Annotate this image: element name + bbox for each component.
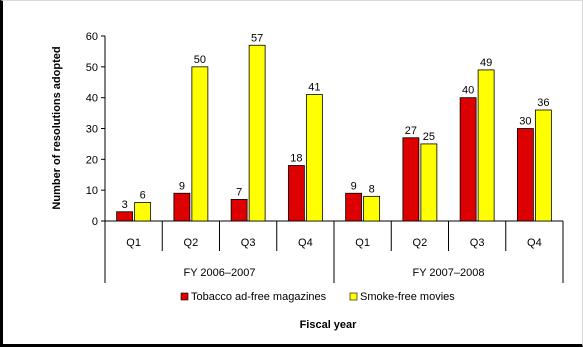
data-label-movies: 50 <box>194 54 206 66</box>
y-tick-label: 50 <box>86 62 98 74</box>
bar-magazines <box>459 97 477 222</box>
data-label-magazines: 30 <box>519 116 531 128</box>
x-tick-label: Q4 <box>527 237 542 249</box>
group-label: FY 2007–2008 <box>413 267 485 279</box>
x-tick-label: Q1 <box>126 237 141 249</box>
bar-magazines <box>402 137 420 222</box>
data-label-magazines: 9 <box>351 180 357 192</box>
bar-magazines <box>287 165 305 222</box>
x-tick-label: Q2 <box>184 237 199 249</box>
data-label-magazines: 3 <box>122 199 128 211</box>
bar-movies <box>420 143 438 222</box>
data-label-movies: 49 <box>480 57 492 69</box>
x-tick-label: Q3 <box>241 237 256 249</box>
legend: Tobacco ad-free magazines Smoke-free mov… <box>180 291 455 303</box>
bar-movies <box>305 94 323 222</box>
data-label-magazines: 7 <box>236 186 242 198</box>
y-tick-label: 30 <box>86 124 98 136</box>
data-label-movies: 6 <box>140 190 146 202</box>
bars <box>116 44 552 222</box>
data-label-movies: 57 <box>251 32 263 44</box>
bar-movies <box>191 66 209 222</box>
y-tick-label: 60 <box>86 31 98 43</box>
bar-movies <box>363 195 381 222</box>
y-tick-label: 40 <box>86 93 98 105</box>
x-axis-title: Fiscal year <box>300 319 358 331</box>
data-label-magazines: 27 <box>405 125 417 137</box>
data-label-magazines: 40 <box>462 85 474 97</box>
bar-magazines <box>516 128 534 222</box>
bar-movies <box>477 69 495 222</box>
y-axis-title: Number of resolutions adopted <box>51 46 63 209</box>
x-tick-label: Q4 <box>298 237 313 249</box>
data-label-movies: 8 <box>369 183 375 195</box>
bar-magazines <box>173 192 191 222</box>
group-label: FY 2006–2007 <box>184 267 256 279</box>
legend-swatch-movies <box>349 292 358 301</box>
y-tick-label: 0 <box>92 216 98 228</box>
legend-swatch-magazines <box>180 292 189 301</box>
data-label-movies: 36 <box>537 97 549 109</box>
bar-magazines <box>116 211 134 222</box>
data-label-movies: 25 <box>423 131 435 143</box>
bar-movies <box>248 44 266 222</box>
x-tick-label: Q1 <box>355 237 370 249</box>
legend-label-movies: Smoke-free movies <box>360 291 455 303</box>
bar-magazines <box>345 192 363 222</box>
data-label-magazines: 18 <box>290 153 302 165</box>
data-label-movies: 41 <box>308 82 320 94</box>
bar-movies <box>134 202 152 222</box>
data-labels: 3 9 7 18 9 27 40 30 6 50 57 41 8 25 49 36 <box>122 32 550 211</box>
y-tick-label: 20 <box>86 154 98 166</box>
y-tick-label: 10 <box>86 185 98 197</box>
data-label-magazines: 9 <box>179 180 185 192</box>
x-tick-label: Q3 <box>470 237 485 249</box>
bar-magazines <box>230 199 248 222</box>
bar-movies <box>534 109 552 222</box>
legend-label-magazines: Tobacco ad-free magazines <box>191 291 327 303</box>
x-tick-label: Q2 <box>413 237 428 249</box>
